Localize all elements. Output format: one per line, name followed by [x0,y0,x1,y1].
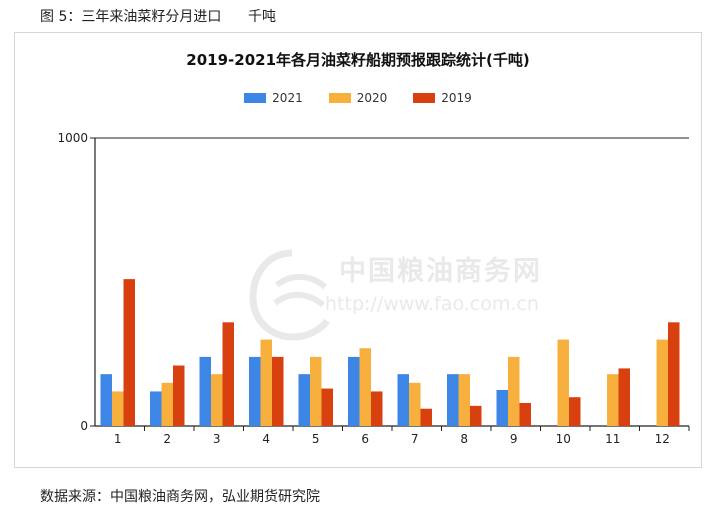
watermark-url: http://www.fao.com.cn [325,293,539,315]
bar-2020-6 [359,348,371,426]
bar-2021-4 [249,356,261,426]
bar-2021-6 [348,356,360,426]
legend-label-2019: 2019 [441,91,472,105]
bar-2020-2 [161,382,173,426]
bar-2021-7 [397,374,409,426]
x-tick-label: 2 [163,432,171,446]
bar-2019-5 [321,388,333,426]
bar-2019-9 [519,402,531,426]
legend-swatch-2019 [413,93,436,103]
legend-swatch-2021 [244,93,267,103]
bar-2019-3 [222,322,234,426]
bar-2020-5 [310,356,322,426]
bar-2020-7 [409,382,421,426]
legend-label-2021: 2021 [272,91,303,105]
bar-2021-3 [199,356,211,426]
bar-2019-10 [569,397,581,426]
bar-2021-8 [447,374,459,426]
bar-2021-5 [298,374,310,426]
watermark-emblem-icon [249,249,330,341]
bar-2019-8 [470,405,482,426]
x-tick-label: 9 [510,432,518,446]
bar-2019-2 [173,365,185,426]
legend-item-2021: 2021 [244,91,303,105]
bar-2020-8 [458,374,470,426]
bar-2021-1 [100,374,112,426]
x-tick-label: 8 [460,432,468,446]
x-tick-label: 6 [361,432,369,446]
bar-2020-12 [656,339,668,426]
bar-2020-4 [260,339,272,426]
bar-2020-9 [508,356,520,426]
y-tick-label: 1000 [57,131,88,145]
chart-frame: 2019-2021年各月油菜籽船期预报跟踪统计(千吨) 2021 2020 20… [14,32,702,468]
x-tick-label: 11 [605,432,620,446]
bar-2019-12 [668,322,680,426]
x-tick-label: 12 [655,432,670,446]
bar-2019-11 [618,368,630,426]
bar-2019-6 [371,391,383,426]
bar-2020-10 [557,339,569,426]
bar-2021-2 [150,391,162,426]
x-tick-label: 10 [556,432,571,446]
legend-item-2019: 2019 [413,91,472,105]
bar-2019-1 [123,279,135,426]
watermark-logo: 中国粮油商务网 http://www.fao.com.cn [247,245,557,355]
x-tick-label: 1 [114,432,122,446]
bar-2019-7 [420,408,432,426]
y-tick-label: 0 [80,419,88,433]
x-tick-label: 3 [213,432,221,446]
figure-caption: 图 5：三年来油菜籽分月进口 千吨 [40,9,277,25]
bar-2020-11 [607,374,619,426]
bar-2020-3 [211,374,223,426]
bar-2019-4 [272,356,284,426]
legend-item-2020: 2020 [328,91,388,105]
chart-title: 2019-2021年各月油菜籽船期预报跟踪统计(千吨) [186,51,530,69]
x-tick-label: 4 [262,432,270,446]
legend-label-2020: 2020 [356,91,388,105]
source-note: 数据来源：中国粮油商务网，弘业期货研究院 [40,489,320,505]
legend-swatch-2020 [328,93,351,103]
chart-legend: 2021 2020 2019 [15,91,701,105]
bar-2020-1 [112,391,124,426]
x-tick-label: 5 [312,432,320,446]
x-tick-label: 7 [411,432,419,446]
bar-2021-9 [496,390,508,426]
watermark-site-name: 中国粮油商务网 [339,256,542,287]
